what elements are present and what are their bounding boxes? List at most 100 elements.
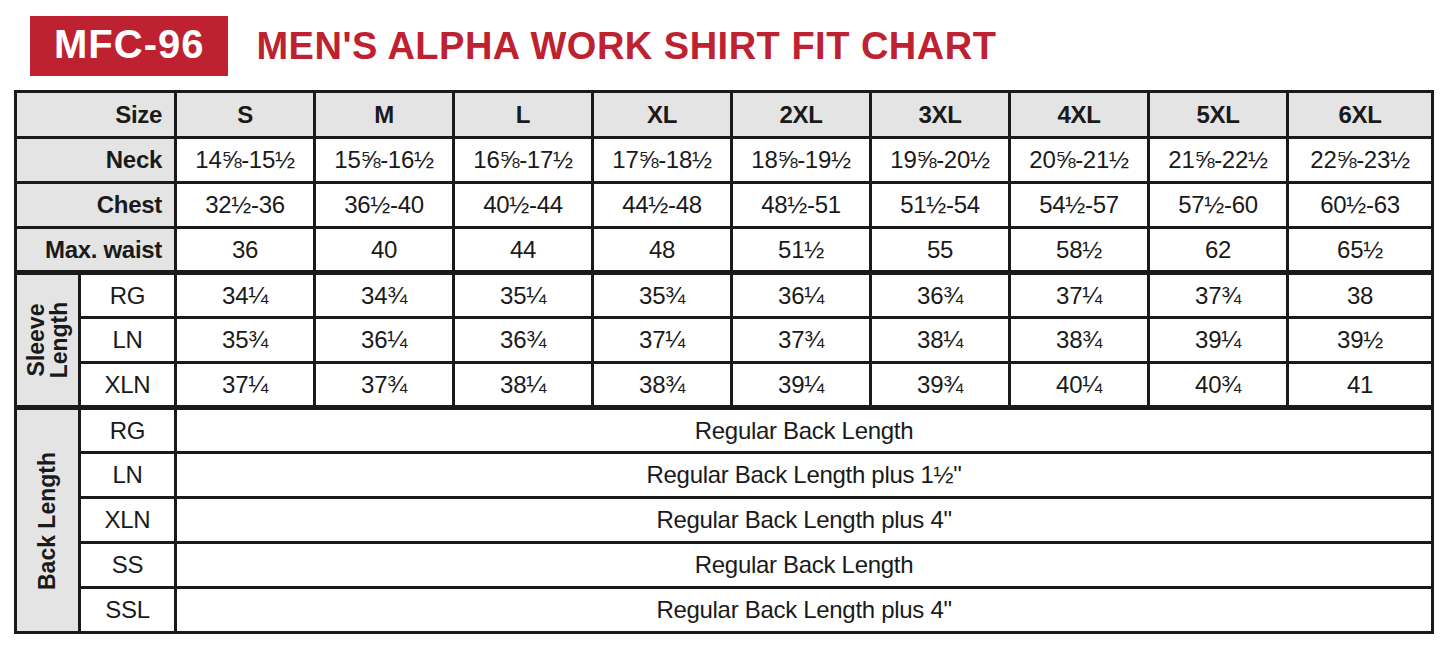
sleeve-xln-cell: 37¾: [315, 363, 454, 408]
back-xln-row: XLN Regular Back Length plus 4": [16, 498, 1433, 543]
sleeve-ln-label: LN: [80, 318, 176, 363]
corner-label: Size: [16, 92, 176, 138]
neck-cell: 15⅝-16½: [315, 138, 454, 183]
size-col-header: 5XL: [1149, 92, 1288, 138]
page-title: MEN'S ALPHA WORK SHIRT FIT CHART: [256, 25, 996, 68]
max-waist-cell: 51½: [732, 228, 871, 273]
neck-cell: 22⅝-23½: [1288, 138, 1433, 183]
sleeve-ln-cell: 36¼: [315, 318, 454, 363]
sleeve-ln-cell: 37¼: [593, 318, 732, 363]
sleeve-ln-cell: 38¾: [1010, 318, 1149, 363]
row-label-chest: Chest: [16, 183, 176, 228]
size-col-header: L: [454, 92, 593, 138]
back-xln-label: XLN: [80, 498, 176, 543]
size-col-header: XL: [593, 92, 732, 138]
sleeve-rg-label: RG: [80, 273, 176, 318]
sleeve-xln-cell: 37¼: [176, 363, 315, 408]
chest-cell: 48½-51: [732, 183, 871, 228]
chest-cell: 32½-36: [176, 183, 315, 228]
back-ss-label: SS: [80, 543, 176, 588]
sleeve-ln-cell: 38¼: [871, 318, 1010, 363]
back-rg-label: RG: [80, 408, 176, 453]
chest-cell: 36½-40: [315, 183, 454, 228]
back-ssl-row: SSL Regular Back Length plus 4": [16, 588, 1433, 633]
sleeve-rg-cell: 35¾: [593, 273, 732, 318]
row-label-neck: Neck: [16, 138, 176, 183]
chest-cell: 51½-54: [871, 183, 1010, 228]
sleeve-rg-cell: 34¾: [315, 273, 454, 318]
back-ln-value: Regular Back Length plus 1½": [176, 453, 1433, 498]
max-waist-cell: 55: [871, 228, 1010, 273]
back-ssl-label: SSL: [80, 588, 176, 633]
sleeve-xln-cell: 38¾: [593, 363, 732, 408]
chest-cell: 40½-44: [454, 183, 593, 228]
sleeve-xln-cell: 39¼: [732, 363, 871, 408]
sleeve-rg-cell: 38: [1288, 273, 1433, 318]
size-col-header: 6XL: [1288, 92, 1433, 138]
sleeve-rg-cell: 35¼: [454, 273, 593, 318]
sleeve-length-group-label-cell: Sleeve Length: [16, 273, 80, 408]
neck-cell: 20⅝-21½: [1010, 138, 1149, 183]
sleeve-xln-row: XLN 37¼ 37¾ 38¼ 38¾ 39¼ 39¾ 40¼ 40¾ 41: [16, 363, 1433, 408]
row-label-max-waist: Max. waist: [16, 228, 176, 273]
size-col-header: 4XL: [1010, 92, 1149, 138]
sleeve-rg-cell: 34¼: [176, 273, 315, 318]
back-ssl-value: Regular Back Length plus 4": [176, 588, 1433, 633]
back-rg-value: Regular Back Length: [176, 408, 1433, 453]
back-xln-value: Regular Back Length plus 4": [176, 498, 1433, 543]
size-col-header: 2XL: [732, 92, 871, 138]
back-ss-value: Regular Back Length: [176, 543, 1433, 588]
neck-cell: 16⅝-17½: [454, 138, 593, 183]
back-ln-label: LN: [80, 453, 176, 498]
chest-cell: 57½-60: [1149, 183, 1288, 228]
back-length-group-label-cell: Back Length: [16, 408, 80, 633]
chest-cell: 60½-63: [1288, 183, 1433, 228]
chest-cell: 54½-57: [1010, 183, 1149, 228]
sleeve-xln-cell: 40¼: [1010, 363, 1149, 408]
max-waist-cell: 44: [454, 228, 593, 273]
sleeve-ln-cell: 37¾: [732, 318, 871, 363]
sleeve-rg-cell: 37¼: [1010, 273, 1149, 318]
sleeve-rg-row: Sleeve Length RG 34¼ 34¾ 35¼ 35¾ 36¼ 36¾…: [16, 273, 1433, 318]
max-waist-cell: 48: [593, 228, 732, 273]
sleeve-rg-cell: 36¾: [871, 273, 1010, 318]
sleeve-length-group-label: Sleeve Length: [24, 294, 71, 386]
back-ln-row: LN Regular Back Length plus 1½": [16, 453, 1433, 498]
sleeve-rg-cell: 36¼: [732, 273, 871, 318]
size-col-header: M: [315, 92, 454, 138]
max-waist-cell: 40: [315, 228, 454, 273]
sleeve-ln-row: LN 35¾ 36¼ 36¾ 37¼ 37¾ 38¼ 38¾ 39¼ 39½: [16, 318, 1433, 363]
neck-cell: 17⅝-18½: [593, 138, 732, 183]
sleeve-ln-cell: 39¼: [1149, 318, 1288, 363]
neck-cell: 14⅝-15½: [176, 138, 315, 183]
max-waist-cell: 36: [176, 228, 315, 273]
neck-row: Neck 14⅝-15½ 15⅝-16½ 16⅝-17½ 17⅝-18½ 18⅝…: [16, 138, 1433, 183]
sleeve-rg-cell: 37¾: [1149, 273, 1288, 318]
fit-chart-table: Size S M L XL 2XL 3XL 4XL 5XL 6XL Neck 1…: [14, 90, 1434, 634]
size-col-header: 3XL: [871, 92, 1010, 138]
neck-cell: 21⅝-22½: [1149, 138, 1288, 183]
max-waist-cell: 58½: [1010, 228, 1149, 273]
chest-row: Chest 32½-36 36½-40 40½-44 44½-48 48½-51…: [16, 183, 1433, 228]
sleeve-ln-cell: 39½: [1288, 318, 1433, 363]
sleeve-xln-cell: 40¾: [1149, 363, 1288, 408]
max-waist-row: Max. waist 36 40 44 48 51½ 55 58½ 62 65½: [16, 228, 1433, 273]
sleeve-ln-cell: 36¾: [454, 318, 593, 363]
back-rg-row: Back Length RG Regular Back Length: [16, 408, 1433, 453]
back-ss-row: SS Regular Back Length: [16, 543, 1433, 588]
fit-chart-page: MFC-96 MEN'S ALPHA WORK SHIRT FIT CHART …: [0, 0, 1445, 669]
sleeve-xln-cell: 39¾: [871, 363, 1010, 408]
sleeve-ln-cell: 35¾: [176, 318, 315, 363]
sleeve-xln-cell: 38¼: [454, 363, 593, 408]
sleeve-xln-cell: 41: [1288, 363, 1433, 408]
product-code-badge: MFC-96: [30, 16, 228, 76]
max-waist-cell: 65½: [1288, 228, 1433, 273]
back-length-group-label: Back Length: [36, 408, 59, 633]
size-col-header: S: [176, 92, 315, 138]
max-waist-cell: 62: [1149, 228, 1288, 273]
size-header-row: Size S M L XL 2XL 3XL 4XL 5XL 6XL: [16, 92, 1433, 138]
neck-cell: 19⅝-20½: [871, 138, 1010, 183]
page-header: MFC-96 MEN'S ALPHA WORK SHIRT FIT CHART: [30, 14, 1445, 78]
sleeve-xln-label: XLN: [80, 363, 176, 408]
neck-cell: 18⅝-19½: [732, 138, 871, 183]
